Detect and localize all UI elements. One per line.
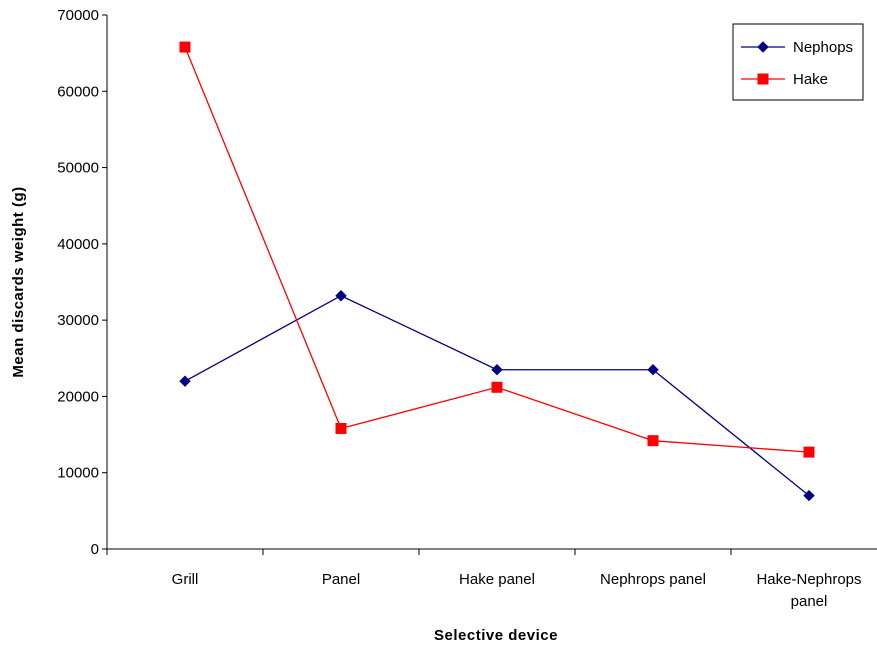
x-axis-title: Selective device	[434, 627, 558, 644]
x-tick-label: Grill	[172, 571, 199, 588]
legend-label-hake: Hake	[793, 71, 828, 88]
legend-label-nephops: Nephops	[793, 39, 853, 56]
x-tick-label: Hake-Nephrops panel	[756, 571, 861, 610]
y-tick-label: 30000	[57, 312, 99, 329]
data-point-hake	[803, 446, 815, 458]
legend-marker-nephops	[757, 41, 769, 53]
data-point-hake	[647, 435, 659, 447]
data-point-nephops	[335, 290, 347, 302]
y-tick-label: 0	[91, 541, 99, 558]
x-tick-label: Panel	[322, 571, 360, 588]
y-tick-label: 50000	[57, 160, 99, 177]
data-point-hake	[179, 41, 191, 53]
data-point-nephops	[803, 489, 815, 502]
series-line-nephops	[184, 295, 810, 497]
legend-box	[732, 23, 864, 101]
data-point-nephops	[179, 375, 191, 387]
y-tick-label: 70000	[57, 7, 99, 24]
y-axis-title: Mean discards weight (g)	[10, 186, 27, 377]
y-tick-label: 60000	[57, 83, 99, 100]
data-point-nephops	[491, 364, 503, 376]
y-tick-label: 40000	[57, 236, 99, 253]
data-point-nephops	[647, 364, 659, 376]
y-tick-label: 20000	[57, 388, 99, 405]
y-tick-label: 10000	[57, 465, 99, 482]
x-tick-label: Hake panel	[459, 571, 535, 588]
x-tick-label: Nephrops panel	[600, 571, 706, 588]
data-point-hake	[491, 381, 503, 393]
legend-marker-hake	[757, 73, 769, 85]
data-point-hake	[335, 422, 347, 434]
